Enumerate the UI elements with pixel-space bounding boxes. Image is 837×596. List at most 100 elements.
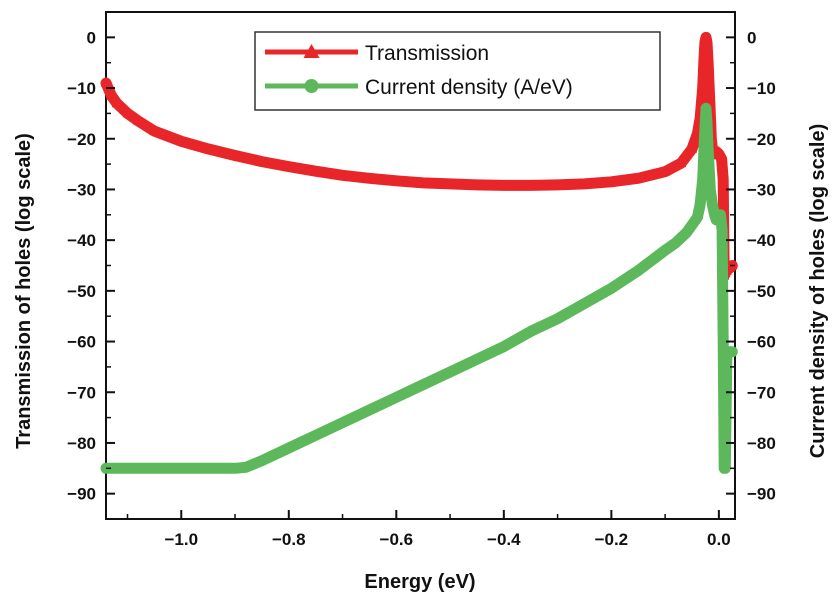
- data-point: [687, 220, 697, 230]
- data-point: [660, 166, 671, 176]
- data-point: [123, 463, 133, 473]
- data-point: [283, 161, 294, 171]
- y-tick-label-right: −20: [747, 130, 776, 149]
- ticks-layer: −1.0 −0.8 −0.6 −0.4 −0.2 0.0 0 0 −10 −10 −20 −20 −30…: [67, 11, 776, 549]
- data-point: [699, 134, 709, 144]
- data-point: [701, 103, 711, 113]
- data-point: [727, 347, 737, 357]
- data-point: [111, 98, 122, 108]
- legend-label: Current density (A/eV): [365, 76, 573, 99]
- data-point: [692, 212, 702, 222]
- x-tick-label: −0.8: [272, 530, 306, 549]
- data-point: [418, 177, 429, 187]
- data-point: [717, 225, 727, 235]
- data-point: [256, 156, 267, 166]
- data-point: [633, 266, 643, 276]
- data-point: [704, 164, 714, 174]
- data-point: [697, 83, 708, 93]
- data-point: [553, 314, 563, 324]
- data-point: [707, 200, 717, 210]
- y-tick-label-left: −20: [67, 130, 96, 149]
- data-point: [676, 158, 687, 168]
- legend-marker: [303, 44, 320, 58]
- x-tick-label: −1.0: [164, 530, 198, 549]
- y-tick-label-right: −70: [747, 383, 776, 402]
- legend-marker: [304, 79, 319, 93]
- y-tick-label-right: −50: [747, 282, 776, 301]
- data-point: [310, 166, 321, 176]
- data-point: [715, 210, 725, 220]
- data-point: [499, 342, 509, 352]
- data-point: [702, 119, 712, 129]
- data-point: [703, 144, 713, 154]
- data-point: [364, 173, 375, 183]
- data-point: [337, 170, 348, 180]
- data-point: [203, 143, 214, 153]
- data-point: [606, 283, 616, 293]
- y-axis-title-left: Transmission of holes (log scale): [13, 133, 35, 449]
- data-point: [338, 418, 348, 428]
- x-axis-title: Energy (eV): [364, 571, 475, 593]
- legend-label: Transmission: [365, 42, 489, 65]
- series-current-density: [100, 102, 738, 474]
- data-point: [552, 179, 563, 189]
- data-point: [149, 463, 159, 473]
- legend-item: Current density (A/eV): [265, 76, 573, 99]
- data-point: [445, 367, 455, 377]
- data-point: [311, 430, 321, 440]
- data-point: [682, 228, 692, 238]
- y-tick-label-left: −60: [67, 333, 96, 352]
- data-point: [471, 179, 482, 189]
- data-point: [716, 154, 727, 164]
- data-point: [176, 136, 187, 146]
- y-tick-label-right: −30: [747, 180, 776, 199]
- data-point: [257, 456, 267, 466]
- y-tick-label-right: 0: [747, 28, 756, 47]
- x-tick-label: −0.2: [595, 530, 629, 549]
- data-point: [230, 150, 241, 160]
- x-tick-label: −0.6: [380, 530, 414, 549]
- y-tick-label-left: 0: [87, 28, 96, 47]
- y-tick-label-left: −10: [67, 79, 96, 98]
- y-tick-label-left: −40: [67, 231, 96, 250]
- y-tick-label-left: −30: [67, 180, 96, 199]
- legend-item: Transmission: [265, 42, 489, 65]
- y-tick-label-right: −10: [747, 79, 776, 98]
- data-point: [703, 57, 714, 67]
- x-tick-label: 0.0: [707, 530, 731, 549]
- data-point: [686, 143, 697, 153]
- data-point: [579, 178, 590, 188]
- y-tick-label-right: −80: [747, 434, 776, 453]
- data-point: [698, 174, 708, 184]
- data-point: [122, 108, 133, 118]
- y-axis-title-right: Current density of holes (log scale): [807, 124, 829, 459]
- data-point: [391, 392, 401, 402]
- data-point: [230, 463, 240, 473]
- x-tick-label: −0.4: [487, 530, 521, 549]
- data-point: [700, 32, 711, 42]
- data-point: [718, 174, 729, 184]
- data-point: [284, 443, 294, 453]
- data-point: [418, 380, 428, 390]
- data-point: [525, 180, 536, 190]
- data-point: [149, 126, 160, 136]
- data-point: [176, 463, 186, 473]
- data-point: [702, 37, 713, 47]
- series-line: [100, 102, 738, 474]
- data-point: [705, 184, 715, 194]
- data-point: [472, 354, 482, 364]
- data-point: [106, 90, 117, 100]
- y-tick-label-right: −60: [747, 333, 776, 352]
- y-tick-label-left: −70: [67, 383, 96, 402]
- data-point: [101, 77, 111, 87]
- data-point: [526, 326, 536, 336]
- data-point: [391, 175, 402, 185]
- data-point: [445, 178, 456, 188]
- legend-box: [254, 31, 661, 111]
- data-point: [704, 83, 715, 93]
- data-point: [718, 337, 728, 347]
- y-tick-label-right: −40: [747, 231, 776, 250]
- data-point: [133, 116, 144, 126]
- data-point: [720, 463, 730, 473]
